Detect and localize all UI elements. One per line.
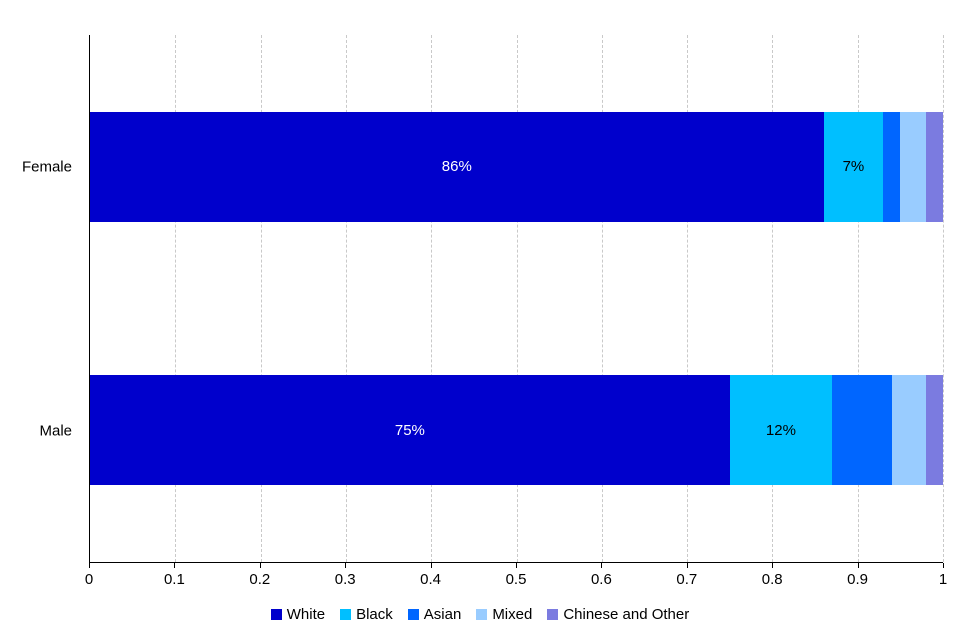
x-tick-label-0.4: 0.4 — [420, 571, 442, 588]
x-tick-0.8 — [772, 563, 774, 568]
category-label-male: Male — [39, 422, 72, 440]
legend-label-mixed: Mixed — [492, 606, 533, 623]
x-tick-label-0.2: 0.2 — [249, 571, 271, 588]
legend-label-chinese-and-other: Chinese and Other — [563, 606, 690, 623]
x-tick-label-0.5: 0.5 — [505, 571, 527, 588]
x-tick-1 — [943, 563, 944, 568]
gridline-0.5 — [516, 35, 518, 562]
legend-label-black: Black — [356, 606, 393, 623]
legend-item-black: Black — [340, 606, 393, 623]
legend-item-white: White — [270, 606, 326, 623]
legend-swatch-mixed — [476, 609, 488, 620]
x-tick-0.3 — [345, 563, 347, 568]
gridline-0.8 — [772, 35, 774, 562]
gridline-1 — [943, 35, 944, 562]
x-tick-label-0: 0 — [84, 571, 94, 588]
gridline-0.9 — [857, 35, 859, 562]
legend-swatch-chinese-and-other — [547, 609, 559, 620]
segment-male-black: 12% — [729, 375, 833, 486]
x-tick-0.7 — [686, 563, 688, 568]
data-label-female-white: 86% — [441, 158, 472, 176]
y-axis: Female Male — [0, 35, 80, 563]
legend-swatch-black — [340, 609, 352, 620]
x-tick-0.9 — [857, 563, 859, 568]
x-tick-label-0.9: 0.9 — [847, 571, 869, 588]
legend-item-asian: Asian — [407, 606, 462, 623]
segment-female-chinese-and-other — [925, 111, 943, 222]
x-tick-0.2 — [259, 563, 261, 568]
x-tick-0.5 — [516, 563, 517, 568]
gridline-0.4 — [431, 35, 433, 562]
x-tick-label-0.7: 0.7 — [676, 571, 698, 588]
bar-male: 75% 12% — [90, 375, 943, 486]
x-tick-label-0.6: 0.6 — [590, 571, 612, 588]
plot-area: 86% 7% 75% 12% — [89, 35, 944, 563]
data-label-male-black: 12% — [765, 421, 796, 439]
data-label-male-white: 75% — [394, 421, 425, 439]
gridline-0.1 — [175, 35, 177, 562]
legend-item-chinese-and-other: Chinese and Other — [547, 606, 689, 623]
segment-male-chinese-and-other — [925, 375, 943, 486]
x-tick-label-0.3: 0.3 — [334, 571, 356, 588]
segment-female-white: 86% — [90, 111, 824, 222]
legend-label-white: White — [286, 606, 326, 623]
category-label-female: Female — [21, 158, 72, 176]
legend-label-asian: Asian — [423, 606, 462, 623]
data-label-female-black: 7% — [842, 158, 865, 176]
x-tick-label-1: 1 — [938, 571, 948, 588]
segment-female-black: 7% — [823, 111, 884, 222]
x-tick-0.6 — [601, 563, 603, 568]
x-tick-label-0.1: 0.1 — [163, 571, 185, 588]
x-tick-0.1 — [174, 563, 176, 568]
segment-male-mixed — [891, 375, 926, 486]
x-axis: 0 0.1 0.2 0.3 0.4 0.5 0.6 0.7 0.8 0.9 1 — [85, 563, 947, 593]
legend-item-mixed: Mixed — [476, 606, 532, 623]
segment-female-mixed — [900, 111, 926, 222]
gridline-0.2 — [260, 35, 262, 562]
segment-female-asian — [883, 111, 901, 222]
gridline-0.7 — [687, 35, 689, 562]
gridline-0.3 — [345, 35, 347, 562]
legend-swatch-asian — [407, 609, 419, 620]
bar-female: 86% 7% — [90, 111, 943, 222]
legend-swatch-white — [270, 609, 282, 620]
segment-male-white: 75% — [90, 375, 730, 486]
gridline-0.6 — [601, 35, 603, 562]
segment-male-asian — [832, 375, 892, 486]
x-tick-0 — [89, 563, 90, 568]
x-tick-label-0.8: 0.8 — [761, 571, 783, 588]
legend: White Black Asian Mixed Chinese and Other — [0, 606, 960, 623]
x-tick-0.4 — [430, 563, 432, 568]
